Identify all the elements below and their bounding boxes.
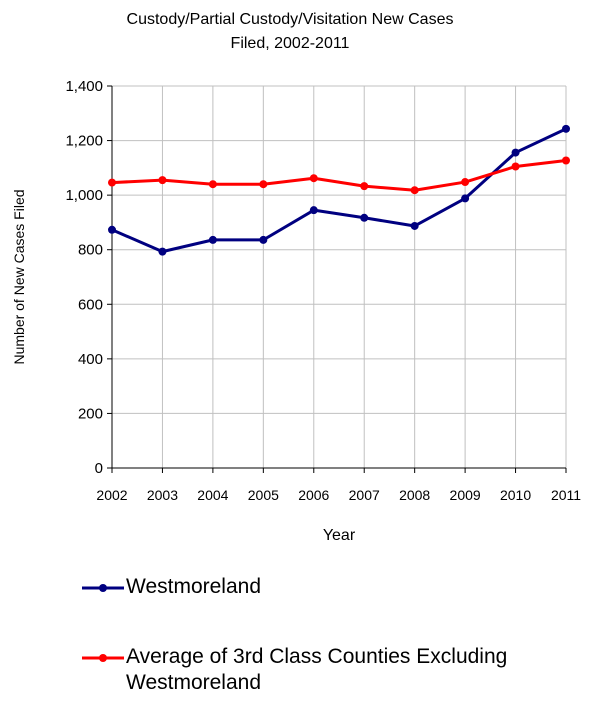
legend-swatch-marker [99, 654, 107, 662]
line-chart: 0 200 400 600 800 1,000 1,200 1,400 2002 2003 2004… [11, 78, 581, 544]
data-point [108, 225, 116, 234]
legend-swatch-marker [99, 584, 107, 592]
x-axis-label: Year [323, 527, 356, 544]
chart-title-line-1: Custody/Partial Custody/Visitation New C… [126, 11, 454, 28]
legend-label-average: Average of 3rd Class Counties Excluding … [126, 644, 507, 696]
y-tick-label: 1,000 [65, 187, 103, 204]
x-tick-label: 2007 [349, 487, 380, 503]
data-point [461, 194, 470, 203]
y-tick-label: 200 [78, 405, 103, 422]
legend-label-average-line-2: Westmoreland [126, 671, 262, 694]
series-line [111, 159, 567, 192]
legend-swatch-average [82, 654, 124, 662]
data-point [259, 235, 268, 244]
axes [107, 85, 567, 473]
data-point [360, 182, 369, 191]
legend-item-average[interactable]: Average of 3rd Class Counties Excluding … [80, 644, 507, 696]
y-tick-label: 1,400 [65, 78, 103, 95]
x-tick-label: 2003 [147, 487, 178, 503]
x-tick-label: 2010 [500, 487, 531, 503]
data-point [461, 178, 470, 187]
data-point [108, 178, 116, 187]
data-point [309, 174, 318, 183]
x-tick-label: 2009 [450, 487, 481, 503]
legend-label-westmoreland: Westmoreland [126, 575, 262, 598]
data-point [511, 162, 520, 171]
data-point [410, 186, 419, 195]
chart-title: Custody/Partial Custody/Visitation New C… [30, 8, 550, 56]
data-point [208, 235, 217, 244]
y-axis-label: Number of New Cases Filed [11, 189, 27, 364]
data-point [360, 213, 369, 222]
data-point [259, 180, 268, 189]
data-point [208, 180, 217, 189]
grid-lines [112, 85, 567, 468]
data-point [309, 206, 318, 215]
y-tick-label: 0 [95, 460, 103, 477]
legend-swatch-westmoreland [82, 584, 124, 592]
tick-labels: 0 200 400 600 800 1,000 1,200 1,400 2002 2003 2004… [65, 78, 581, 503]
data-point [410, 221, 419, 230]
x-tick-label: 2008 [399, 487, 430, 503]
chart-title-line-2: Filed, 2002-2011 [230, 35, 350, 52]
series-average [108, 156, 570, 195]
y-tick-label: 800 [78, 242, 103, 259]
x-tick-label: 2002 [96, 487, 127, 503]
x-tick-label: 2006 [298, 487, 329, 503]
series-lines [108, 124, 570, 256]
x-tick-label: 2004 [197, 487, 228, 503]
y-tick-label: 600 [78, 296, 103, 313]
series-line [111, 127, 567, 254]
legend: Westmoreland Average of 3rd Class Counti… [80, 574, 507, 696]
series-westmoreland [108, 124, 570, 256]
legend-label-average-line-1: Average of 3rd Class Counties Excluding [126, 645, 508, 668]
x-tick-label: 2011 [551, 487, 581, 503]
legend-item-westmoreland[interactable]: Westmoreland [80, 574, 507, 600]
data-point [158, 247, 167, 256]
y-tick-label: 1,200 [65, 133, 103, 150]
x-tick-label: 2005 [248, 487, 279, 503]
data-point [158, 176, 167, 185]
data-point [562, 156, 570, 165]
y-tick-label: 400 [78, 351, 103, 368]
data-point [562, 124, 570, 133]
data-point [511, 148, 520, 157]
